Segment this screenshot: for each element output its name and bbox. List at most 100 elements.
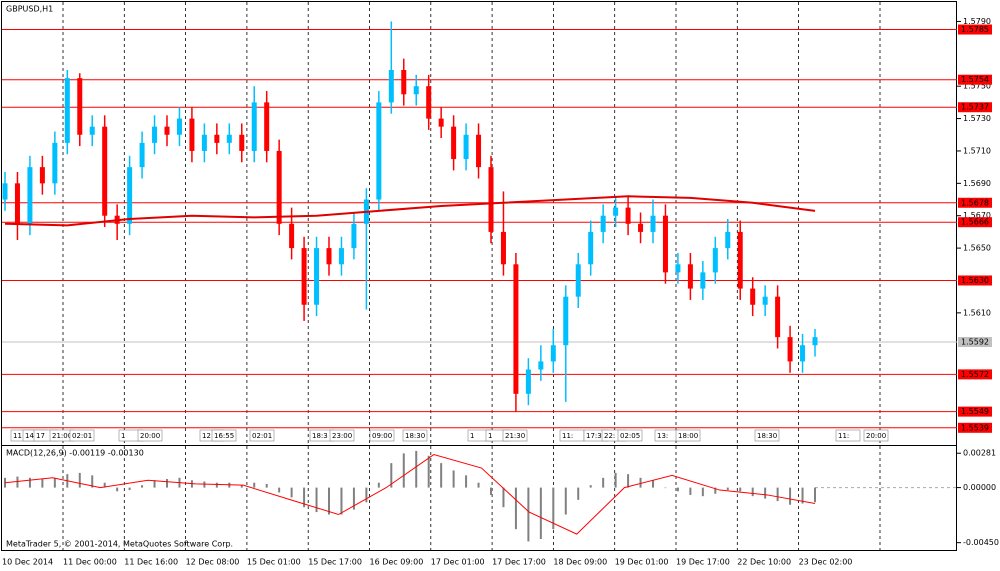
session-label: 1 — [470, 432, 474, 440]
candle-body — [127, 167, 133, 224]
candle-body — [413, 86, 419, 95]
macd-bar — [390, 463, 393, 488]
candle-body — [662, 215, 668, 273]
moving-average — [4, 195, 816, 227]
macd-bar — [53, 477, 56, 488]
macd-bar — [265, 483, 268, 488]
x-tick-label: 12 Dec 08:00 — [186, 558, 240, 567]
macd-bar — [801, 487, 804, 504]
candle-body — [164, 126, 170, 135]
candle-body — [762, 296, 768, 305]
candle-body — [338, 248, 344, 265]
x-tick-label: 10 Dec 2014 — [2, 558, 53, 567]
candle-body — [314, 248, 320, 305]
candle-body — [812, 337, 818, 346]
macd-bar — [365, 487, 368, 503]
session-box — [675, 429, 701, 442]
macd-bar — [440, 463, 443, 488]
macd-bar — [278, 487, 281, 493]
session-box — [69, 429, 95, 442]
level-box — [958, 422, 992, 433]
macd-bar — [465, 475, 468, 488]
candle-body — [14, 183, 20, 224]
y-tick-label: 0.00000 — [963, 483, 996, 492]
x-tick-label: 15 Dec 17:00 — [308, 558, 362, 567]
session-label: 1 — [488, 432, 492, 440]
candle-body — [201, 134, 207, 151]
y-tick-label: 1.5710 — [963, 146, 991, 155]
session-label: 17 — [36, 432, 45, 440]
macd-bar — [814, 487, 816, 503]
candle-body — [563, 296, 569, 346]
macd-bar — [552, 487, 555, 530]
macd-bar — [490, 487, 492, 495]
y-tick-label: 1.5750 — [963, 82, 991, 91]
x-tick-label: 17 Dec 01:00 — [431, 558, 485, 567]
signal-line — [4, 454, 816, 535]
macd-bar — [253, 482, 256, 488]
macd-bar — [477, 482, 480, 488]
session-box — [502, 429, 528, 442]
macd-bar — [427, 455, 430, 488]
session-label: 11 — [13, 432, 22, 440]
session-label: 18:30 — [757, 432, 777, 440]
session-box — [863, 429, 889, 442]
candle-body — [289, 223, 295, 249]
copyright: MetaTrader 5, © 2001-2014, MetaQuotes So… — [6, 540, 233, 549]
macd-bar — [539, 487, 542, 539]
candle-body — [737, 231, 743, 289]
level-box — [958, 275, 992, 286]
candle-body — [189, 118, 195, 151]
level-box — [958, 406, 992, 417]
level-label: 1.5678 — [961, 198, 989, 207]
x-tick-label: 22 Dec 10:00 — [737, 558, 791, 567]
macd-bar — [128, 487, 131, 491]
session-label: 18:30 — [405, 432, 425, 440]
candle-body — [39, 167, 45, 184]
session-label: 23:00 — [332, 432, 352, 440]
x-tick-label: 19 Dec 01:00 — [615, 558, 669, 567]
indicator-title: MACD(12,26,9) -0.00119 -0.00130 — [6, 449, 144, 458]
candle-body — [463, 134, 469, 160]
session-label: 02:05 — [620, 432, 640, 440]
level-label: 1.5630 — [961, 276, 989, 285]
level-box — [958, 102, 992, 113]
level-box — [958, 197, 992, 208]
macd-bar — [315, 487, 318, 513]
session-label: 11: — [838, 432, 849, 440]
candle-body — [438, 118, 444, 127]
symbol-title: GBPUSD,H1 — [6, 5, 53, 14]
session-label: 12 — [202, 432, 211, 440]
session-box — [211, 429, 237, 442]
y-tick-label: 1.5730 — [963, 114, 991, 123]
macd-bar — [751, 487, 754, 497]
candle-body — [276, 150, 282, 224]
candle-body — [575, 264, 581, 297]
macd-bar — [602, 477, 605, 488]
y-tick-label: 1.5670 — [963, 211, 991, 220]
candle-body — [800, 345, 806, 362]
x-tick-label: 17 Dec 17:00 — [492, 558, 546, 567]
candle-body — [176, 118, 182, 135]
macd-bar — [215, 482, 218, 488]
session-box — [617, 429, 643, 442]
candle-body — [775, 296, 781, 338]
candle-body — [264, 102, 270, 151]
x-tick-label: 16 Dec 09:00 — [370, 558, 424, 567]
session-box — [329, 429, 355, 442]
macd-bar — [577, 487, 580, 500]
candle-body — [214, 134, 220, 143]
candle-body — [600, 215, 606, 232]
candle-body — [500, 231, 506, 265]
macd-bar — [789, 487, 792, 505]
plot-frame — [1, 1, 957, 551]
level-label: 1.5539 — [961, 423, 989, 432]
macd-bar — [153, 480, 156, 488]
session-label: 02:01 — [252, 432, 272, 440]
x-tick-label: 19 Dec 17:00 — [676, 558, 730, 567]
candle-body — [725, 231, 731, 249]
macd-bar — [290, 487, 293, 498]
candle-body — [401, 70, 407, 95]
level-box — [958, 24, 992, 35]
